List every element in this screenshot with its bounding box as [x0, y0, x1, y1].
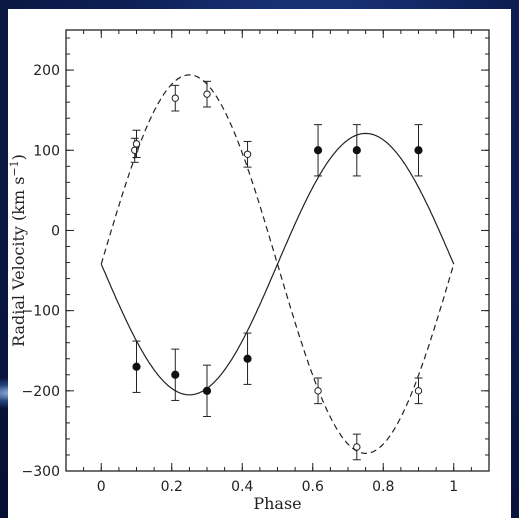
y-axis-label-main: Radial Velocity (km s — [9, 177, 28, 347]
filled-data-point — [243, 354, 252, 363]
x-tick-label: 0.4 — [231, 479, 253, 495]
plot-frame — [65, 29, 490, 472]
model-curves — [100, 74, 455, 455]
filled-data-point — [202, 386, 212, 395]
filled-data-point — [414, 146, 423, 155]
filled-data-point — [132, 362, 141, 371]
chart-panel — [8, 9, 511, 518]
y-axis-label-close: ) — [9, 154, 28, 160]
open-data-point — [353, 443, 361, 451]
open-data-point — [414, 387, 423, 395]
filled-data-point — [352, 146, 361, 155]
x-tick-label: 0.6 — [302, 479, 324, 495]
filled-data-point — [171, 370, 180, 379]
axis-ticks: 0 0.2 0.4 0.6 0.8 1 −300 −200 −100 0 100 200 — [22, 30, 490, 495]
solid-model-curve — [100, 132, 455, 396]
y-axis-label: Radial Velocity (km s−1) — [8, 154, 28, 347]
open-data-point — [132, 140, 141, 148]
filled-data-point — [313, 146, 323, 155]
y-tick-label: 200 — [33, 63, 60, 79]
x-tick-label: 0 — [97, 479, 106, 495]
y-tick-label: −200 — [22, 384, 60, 400]
x-tick-label: 0.8 — [372, 479, 394, 495]
y-axis-label-exponent: −1 — [8, 160, 21, 176]
dashed-model-curve — [100, 74, 455, 455]
open-data-point — [171, 94, 179, 102]
y-tick-label: 100 — [33, 143, 60, 159]
x-tick-label: 1 — [449, 479, 458, 495]
x-tick-label: 0.2 — [161, 479, 183, 495]
data-points — [130, 80, 423, 461]
y-tick-label: −300 — [22, 464, 60, 480]
open-data-point — [203, 90, 211, 98]
x-axis-label: Phase — [253, 494, 301, 513]
y-tick-label: −100 — [22, 304, 60, 320]
open-data-point — [314, 387, 322, 395]
open-data-point — [243, 150, 252, 158]
y-tick-label: 0 — [51, 223, 60, 239]
